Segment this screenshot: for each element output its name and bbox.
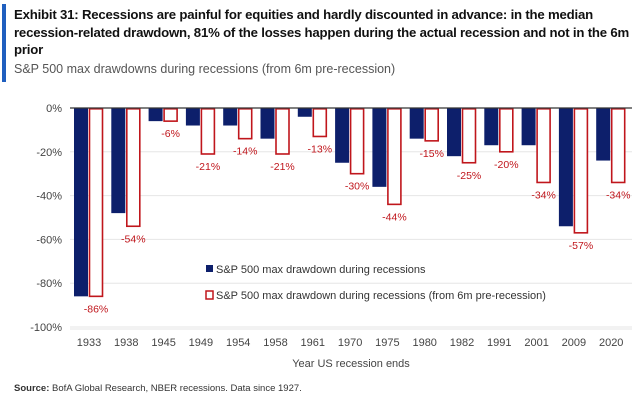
data-label: -15%	[419, 148, 444, 160]
y-tick-label: -100%	[30, 322, 62, 334]
source-text: BofA Global Research, NBER recessions. D…	[49, 383, 302, 394]
x-tick-label: 1945	[151, 337, 175, 349]
y-tick-label: -80%	[36, 278, 62, 290]
bar-series1	[223, 108, 238, 126]
y-tick-label: -40%	[36, 191, 62, 203]
bar-series2	[461, 108, 477, 164]
x-tick-label: 1933	[77, 337, 101, 349]
x-tick-label: 1980	[412, 337, 436, 349]
bar-series1	[148, 108, 163, 122]
bar-series1	[521, 108, 536, 146]
accent-bar	[2, 4, 6, 82]
data-label: -14%	[233, 146, 258, 158]
x-tick-label: 1975	[375, 337, 399, 349]
bar-series1	[185, 108, 200, 126]
y-tick-label: 0%	[46, 103, 62, 115]
x-tick-label: 2009	[562, 337, 586, 349]
chart-title: Exhibit 31: Recessions are painful for e…	[14, 7, 630, 57]
data-label: -6%	[161, 128, 180, 140]
bar-series1	[297, 108, 312, 117]
bar-series2	[424, 108, 440, 142]
y-tick-label: -60%	[36, 234, 62, 246]
bar-series1	[335, 108, 350, 163]
x-tick-label: 1982	[450, 337, 474, 349]
legend-label-series2: S&P 500 max drawdown during recessions (…	[216, 290, 546, 302]
bar-series2	[312, 108, 328, 138]
bar-series2	[126, 108, 141, 228]
data-label: -20%	[494, 159, 519, 171]
bar-series2	[498, 108, 514, 153]
x-tick-label: 1970	[338, 337, 362, 349]
legend-swatch-series2	[205, 290, 214, 300]
bar-series1	[484, 108, 499, 146]
x-tick-label: 1938	[114, 337, 138, 349]
source-note: Source: BofA Global Research, NBER reces…	[14, 383, 302, 394]
data-label: -44%	[382, 211, 407, 223]
bar-series2	[573, 108, 589, 234]
x-axis-title: Year US recession ends	[292, 358, 410, 370]
bar-series1	[372, 108, 387, 187]
bar-series2	[387, 108, 402, 206]
bar-series1	[447, 108, 461, 157]
data-label: -34%	[531, 189, 556, 201]
x-tick-label: 1949	[189, 337, 213, 349]
bar-series2	[200, 108, 216, 155]
bar-series2	[610, 108, 626, 184]
legend-swatch-series1	[206, 265, 213, 272]
bar-series1	[409, 108, 424, 139]
bar-series2	[349, 108, 365, 175]
bar-series2	[237, 108, 253, 140]
bar-series2	[536, 108, 551, 184]
data-label: -21%	[196, 161, 221, 173]
x-tick-label: 1991	[487, 337, 511, 349]
chart-subtitle: S&P 500 max drawdowns during recessions …	[14, 62, 396, 76]
y-tick-label: -20%	[36, 147, 62, 159]
data-label: -34%	[606, 189, 631, 201]
source-label: Source:	[14, 383, 50, 394]
x-tick-label: 1961	[301, 337, 325, 349]
legend-label-series1: S&P 500 max drawdown during recessions	[216, 264, 426, 276]
data-label: -25%	[457, 170, 482, 182]
x-tick-label: 1954	[226, 337, 250, 349]
bar-series1	[260, 108, 275, 139]
data-label: -54%	[121, 233, 146, 245]
bar-series1	[74, 108, 88, 297]
bar-series1	[111, 108, 126, 214]
bar-series1	[596, 108, 611, 161]
data-label: -21%	[270, 161, 295, 173]
data-label: -13%	[308, 143, 333, 155]
bar-series2	[88, 108, 104, 298]
x-tick-label: 2001	[524, 337, 548, 349]
x-tick-label: 2020	[599, 337, 623, 349]
bar-series2	[275, 108, 290, 155]
bar-series1	[558, 108, 573, 227]
data-label: -86%	[84, 303, 109, 315]
data-label: -30%	[345, 181, 370, 193]
bar-series2	[163, 108, 178, 122]
x-tick-label: 1958	[263, 337, 287, 349]
data-label: -57%	[569, 240, 594, 252]
